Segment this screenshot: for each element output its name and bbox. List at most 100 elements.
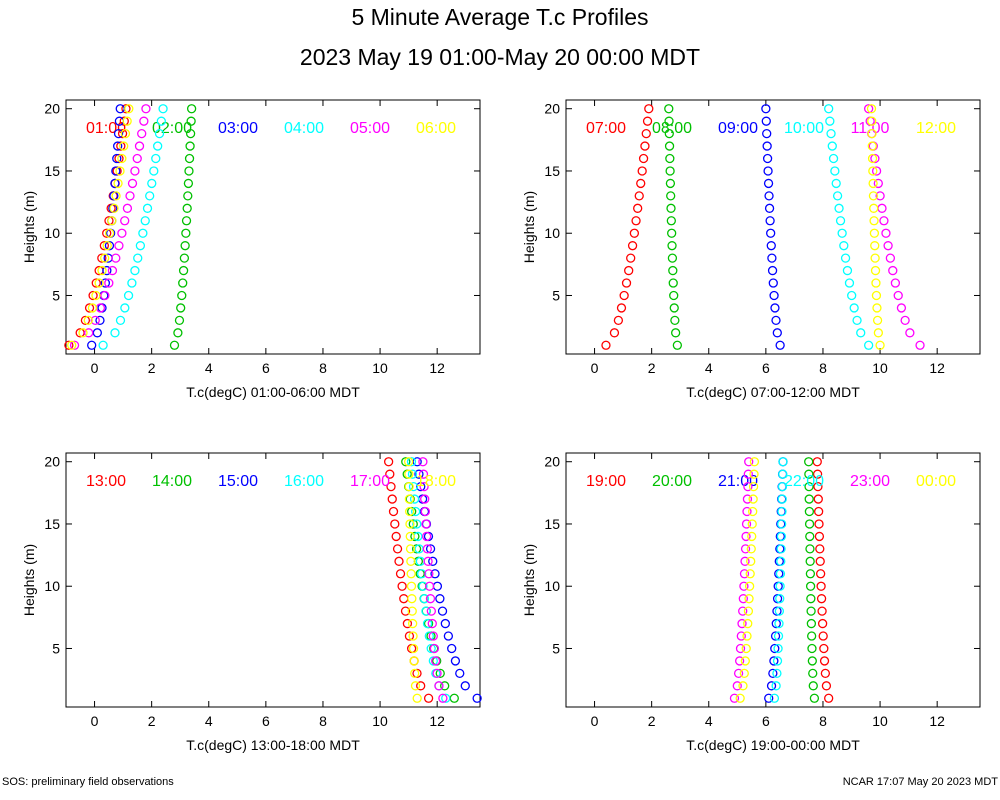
data-point <box>762 153 773 164</box>
data-point <box>852 315 862 326</box>
data-point <box>766 241 776 251</box>
data-point <box>868 178 878 189</box>
x-axis-label: T.c(degC) 07:00-12:00 MDT <box>686 384 860 400</box>
data-point <box>125 191 135 201</box>
data-point <box>140 216 150 226</box>
data-point <box>416 481 426 492</box>
data-point <box>732 681 742 691</box>
data-point <box>420 506 430 517</box>
legend-entry: 08:00 <box>652 120 692 137</box>
data-point <box>94 278 104 288</box>
data-point <box>746 556 756 566</box>
data-point <box>775 581 785 591</box>
data-point <box>870 241 880 251</box>
legend-entry: 18:00 <box>416 473 456 490</box>
legend-entry: 20:00 <box>652 473 692 490</box>
data-point <box>769 656 779 666</box>
x-tick-label: 6 <box>762 360 770 376</box>
data-point <box>842 265 853 276</box>
data-point <box>806 594 816 604</box>
legend-entry: 15:00 <box>218 473 258 490</box>
data-point <box>619 290 629 301</box>
data-point <box>813 481 823 492</box>
data-point <box>419 481 429 492</box>
data-point <box>429 643 440 654</box>
data-point <box>388 506 399 517</box>
data-point <box>739 569 750 579</box>
data-point <box>738 594 748 604</box>
data-point <box>112 153 122 164</box>
data-point <box>840 253 851 263</box>
legend-entry: 05:00 <box>350 120 390 137</box>
data-point <box>111 166 121 176</box>
data-point <box>900 315 910 326</box>
data-point <box>422 531 432 542</box>
data-point <box>411 544 422 554</box>
x-tick-label: 10 <box>372 360 388 376</box>
data-point <box>419 594 430 604</box>
data-point <box>806 618 817 629</box>
data-point <box>775 569 786 579</box>
data-point <box>809 693 820 703</box>
x-tick-label: 6 <box>762 713 770 729</box>
data-point <box>847 290 857 301</box>
data-point <box>814 519 824 529</box>
data-point <box>741 643 751 654</box>
data-point <box>180 241 190 251</box>
x-tick-label: 4 <box>705 360 713 376</box>
data-point <box>834 203 844 213</box>
data-point <box>182 203 192 213</box>
data-point <box>87 303 98 313</box>
data-point <box>402 618 413 629</box>
data-point <box>664 128 674 139</box>
data-point <box>875 340 885 350</box>
data-point <box>871 290 882 301</box>
data-point <box>121 104 131 114</box>
data-point <box>804 494 814 504</box>
data-point <box>668 278 678 288</box>
data-point <box>472 693 482 703</box>
data-point <box>394 556 404 566</box>
data-point <box>665 178 676 189</box>
data-point <box>768 668 778 679</box>
data-point <box>837 228 847 238</box>
data-point <box>665 166 675 176</box>
data-point <box>638 153 649 164</box>
data-point <box>104 228 115 238</box>
data-point <box>744 457 754 467</box>
data-point <box>100 290 110 301</box>
data-point <box>746 544 756 554</box>
data-point <box>404 631 415 641</box>
data-point <box>404 469 414 479</box>
legend-entry: 23:00 <box>850 473 890 490</box>
data-point <box>176 303 186 313</box>
data-point <box>767 253 777 263</box>
data-point <box>775 340 785 350</box>
data-point <box>766 681 777 691</box>
data-point <box>169 340 180 350</box>
data-point <box>748 481 759 492</box>
x-tick-label: 10 <box>872 360 888 376</box>
data-point <box>120 216 130 226</box>
data-point <box>145 191 155 201</box>
data-point <box>91 290 101 301</box>
data-point <box>805 581 816 591</box>
x-tick-label: 0 <box>91 713 99 729</box>
data-point <box>609 328 620 338</box>
data-point <box>405 519 415 529</box>
data-point <box>102 241 112 251</box>
data-point <box>741 531 751 542</box>
data-point <box>830 166 840 176</box>
data-point <box>184 153 195 164</box>
data-point <box>813 494 823 504</box>
x-tick-label: 12 <box>929 360 945 376</box>
data-point <box>869 203 879 213</box>
y-axis-label: Heights (m) <box>21 191 37 263</box>
data-point <box>137 128 147 139</box>
data-point <box>804 469 814 479</box>
data-point <box>408 481 419 492</box>
data-point <box>769 693 780 703</box>
data-point <box>421 519 431 529</box>
data-point <box>736 631 746 641</box>
data-point <box>437 606 448 616</box>
